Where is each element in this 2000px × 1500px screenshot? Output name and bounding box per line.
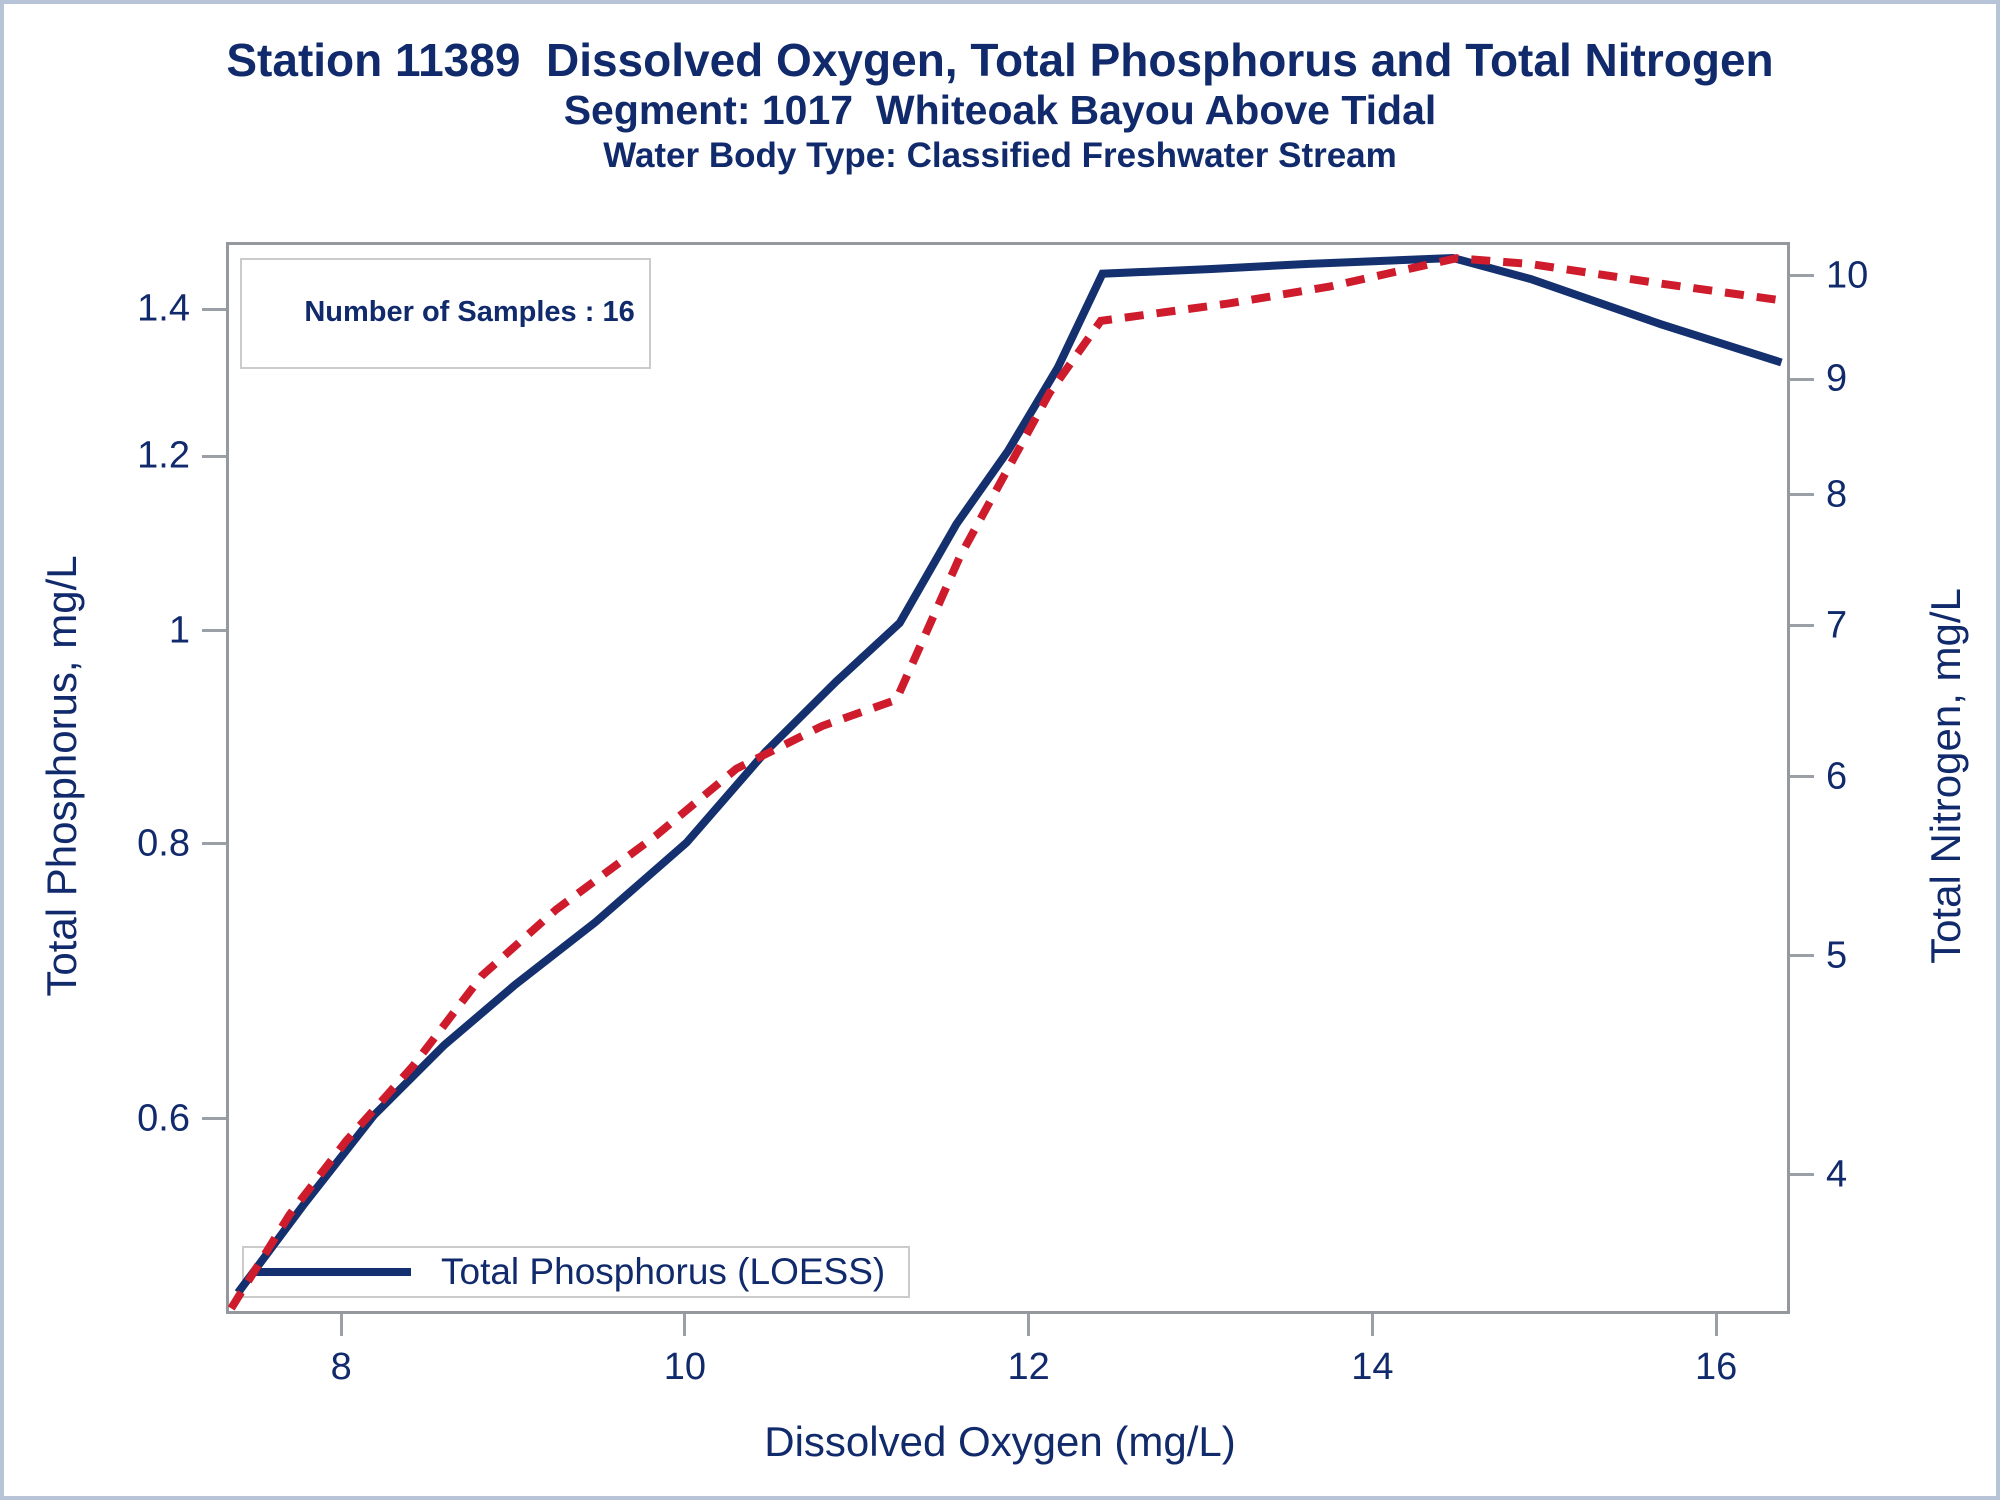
y-left-tick-mark: [202, 307, 226, 311]
y-right-tick-label: 7: [1826, 604, 1848, 647]
y-right-tick-mark: [1790, 775, 1814, 779]
x-tick-label: 10: [663, 1346, 707, 1388]
y-right-axis-title: Total Nitrogen, mg/L: [1922, 588, 1969, 964]
title-block: Station 11389 Dissolved Oxygen, Total Ph…: [4, 34, 1996, 178]
y-left-tick-label: 0.6: [137, 1097, 190, 1140]
y-right-tick-mark: [1790, 624, 1814, 628]
y-right-tick-label: 9: [1826, 357, 1848, 400]
x-tick-mark: [1370, 1314, 1374, 1336]
y-right-tick-mark: [1790, 377, 1814, 381]
chart-subtitle-waterbody: Water Body Type: Classified Freshwater S…: [603, 136, 1397, 175]
x-tick-label: 14: [1351, 1346, 1394, 1388]
chart-title: Station 11389 Dissolved Oxygen, Total Ph…: [226, 34, 1774, 86]
y-left-tick-label: 1.4: [137, 287, 190, 330]
y-right-tick-label: 8: [1826, 473, 1848, 516]
y-right-tick-label: 10: [1826, 254, 1869, 297]
loess-curves-svg: [227, 253, 1784, 1311]
x-tick-mark: [339, 1314, 343, 1336]
series-line-phosphorus: [234, 253, 1783, 1296]
samples-annotation-label: Number of Samples : 16: [304, 296, 635, 328]
series-line-nitrogen: [227, 254, 1784, 1311]
legend-label-phosphorus: Total Phosphorus (LOESS): [441, 1251, 886, 1292]
plot-area: Number of Samples : 16 Total Phosphorus …: [226, 242, 1790, 1314]
y-left-tick-mark: [202, 629, 226, 633]
y-left-tick-label: 1.2: [137, 434, 190, 477]
y-right-tick-mark: [1790, 954, 1814, 958]
y-left-tick-mark: [202, 842, 226, 846]
x-tick-mark: [1027, 1314, 1031, 1336]
samples-annotation-box: Number of Samples : 16: [240, 258, 651, 369]
y-right-tick-mark: [1790, 1173, 1814, 1177]
y-left-tick-mark: [202, 1117, 226, 1121]
x-axis-title: Dissolved Oxygen (mg/L): [764, 1418, 1236, 1465]
y-right-tick-label: 6: [1826, 755, 1848, 798]
y-right-tick-label: 5: [1826, 934, 1848, 977]
x-tick-label: 12: [1007, 1346, 1050, 1388]
y-right-tick-mark: [1790, 274, 1814, 278]
y-left-tick-label: 0.8: [137, 822, 190, 865]
y-right-tick-label: 4: [1826, 1153, 1848, 1196]
y-left-tick-label: 1: [168, 609, 190, 652]
legend-box: Total Phosphorus (LOESS): [242, 1246, 910, 1298]
x-tick-mark: [1714, 1314, 1718, 1336]
y-left-tick-mark: [202, 454, 226, 458]
x-tick-mark: [683, 1314, 687, 1336]
chart-subtitle-segment: Segment: 1017 Whiteoak Bayou Above Tidal: [563, 87, 1437, 133]
y-right-tick-mark: [1790, 493, 1814, 497]
phosphorus-line-swatch: [256, 1268, 411, 1276]
x-tick-label: 16: [1694, 1346, 1738, 1388]
x-tick-label: 8: [330, 1346, 352, 1388]
